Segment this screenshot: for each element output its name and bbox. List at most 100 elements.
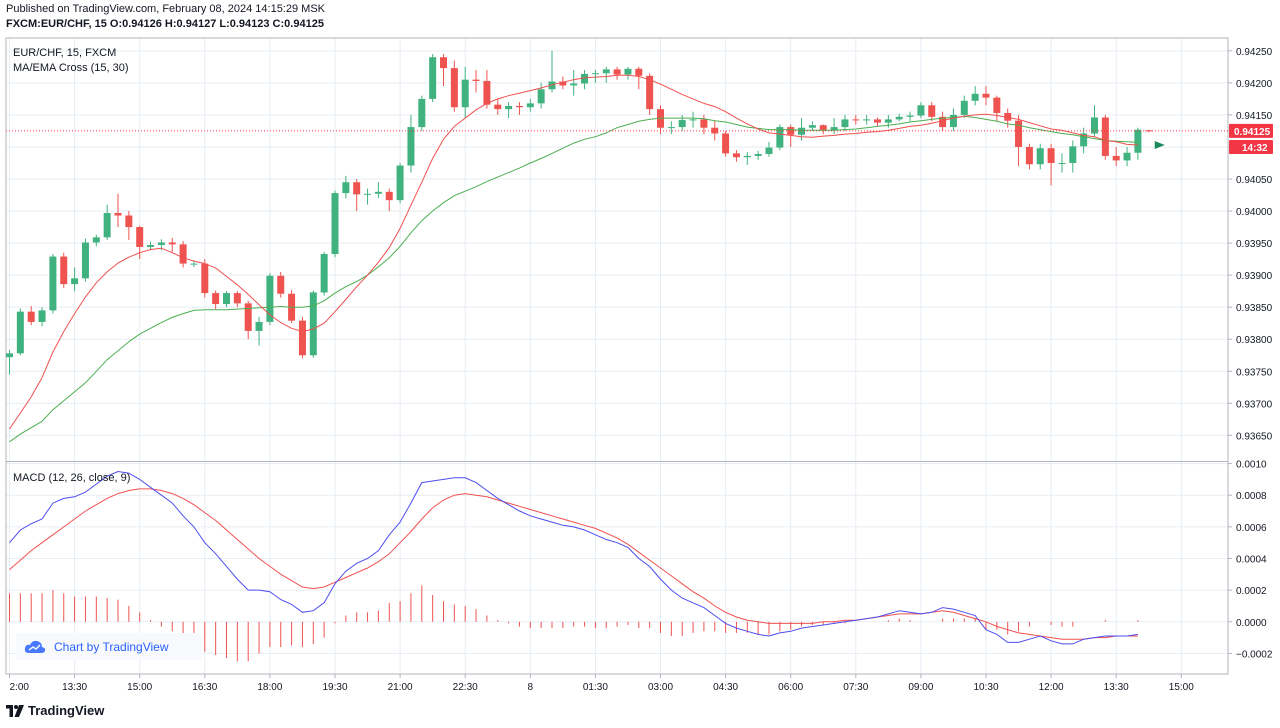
candle-body — [364, 193, 372, 195]
candle-body — [830, 127, 838, 131]
countdown-tag-label: 14:32 — [1242, 143, 1268, 154]
candle-body — [700, 119, 708, 128]
candle-body — [754, 154, 762, 156]
macd-axis[interactable]: 0.0010 0.0008 0.0006 0.0004 0.0002 0.0000 −0.0… — [1228, 460, 1273, 661]
time-axis-label: 13:30 — [1104, 682, 1129, 693]
time-axis-label: 01:30 — [583, 682, 608, 693]
candle-body — [928, 105, 936, 117]
price-axis-label: 0.93850 — [1236, 303, 1273, 314]
candle-body — [60, 256, 68, 285]
candle-body — [1145, 130, 1153, 132]
candle-body — [342, 182, 350, 194]
candle-body — [971, 93, 979, 101]
time-axis-label: 12:00 — [1039, 682, 1064, 693]
ma-lines — [9, 74, 1138, 443]
candle-body — [819, 125, 827, 131]
symbol-legend[interactable]: EUR/CHF, 15, FXCM — [13, 47, 116, 59]
candle-body — [103, 212, 111, 238]
time-axis-label: 22:30 — [453, 682, 478, 693]
candle-body — [667, 127, 675, 129]
candle-body — [602, 69, 610, 74]
published-line: Published on TradingView.com, February 0… — [6, 3, 325, 15]
candle-body — [331, 193, 339, 254]
time-axis[interactable]: 2:00 13:30 15:00 16:30 18:00 19:30 21:00 22:30 8… — [9, 674, 1195, 693]
time-axis-label: 16:30 — [192, 682, 217, 693]
candle-body — [624, 68, 632, 75]
time-axis-label: 07:30 — [843, 682, 868, 693]
candle-body — [1015, 120, 1023, 147]
candle-body — [494, 104, 502, 110]
macd-axis-label: 0.0006 — [1236, 523, 1267, 534]
candle-body — [1112, 155, 1120, 161]
macd-lines — [9, 470, 1138, 645]
candle-body — [591, 73, 599, 75]
candle-body — [1101, 117, 1109, 156]
time-axis-label: 10:30 — [973, 682, 998, 693]
candle-body — [1080, 133, 1088, 147]
candle-body — [483, 80, 491, 105]
flag-icon — [1154, 140, 1165, 149]
candle-body — [179, 244, 187, 264]
candle-body — [147, 245, 155, 247]
candle-body — [472, 79, 480, 81]
candle-body — [787, 127, 795, 135]
candle-body — [461, 79, 469, 108]
price-axis-label: 0.94150 — [1236, 111, 1273, 122]
symbol-ohlc-line: FXCM:EUR/CHF, 15 O:0.94126 H:0.94127 L:0… — [6, 18, 324, 30]
candle-body — [722, 133, 730, 154]
candle-body — [385, 191, 393, 201]
last-price-tag — [1229, 123, 1273, 138]
candle-body — [450, 68, 458, 108]
price-axis-label: 0.93800 — [1236, 335, 1273, 346]
candle-body — [949, 114, 957, 128]
candle-body — [808, 125, 816, 128]
candle-body — [917, 105, 925, 116]
candle-body — [418, 98, 426, 128]
price-axis[interactable]: 0.942500.942000.941500.941000.940500.940… — [1228, 47, 1273, 443]
time-axis-label: 19:30 — [322, 682, 347, 693]
time-axis-label: 8 — [528, 682, 534, 693]
candle-body — [515, 105, 523, 108]
candle-body — [266, 275, 274, 322]
price-axis-label: 0.94200 — [1236, 79, 1273, 90]
candle-body — [223, 293, 230, 304]
candle-body — [16, 311, 24, 354]
candle-body — [874, 119, 881, 123]
candle-body — [895, 116, 903, 120]
candle-body — [939, 116, 947, 128]
candle-body — [505, 105, 513, 110]
candles — [6, 50, 1153, 375]
candle-body — [353, 182, 361, 195]
macd-line — [9, 470, 1138, 645]
candle-body — [92, 237, 100, 243]
macd-axis-label: −0.0002 — [1236, 649, 1273, 660]
candle-body — [765, 147, 773, 155]
candle-body — [71, 278, 79, 285]
candle-body — [646, 75, 654, 110]
time-axis-label: 04:30 — [713, 682, 738, 693]
time-axis-label: 21:00 — [388, 682, 413, 693]
candle-body — [613, 69, 621, 75]
macd-legend[interactable]: MACD (12, 26, close, 9) — [13, 472, 130, 484]
candle-body — [201, 263, 209, 294]
macd-axis-label: 0.0002 — [1236, 586, 1267, 597]
time-axis-label: 03:00 — [648, 682, 673, 693]
candle-body — [1134, 129, 1142, 153]
candle-body — [6, 353, 13, 358]
tradingview-footer[interactable]: TradingView — [6, 703, 104, 718]
candle-body — [1069, 146, 1077, 163]
candle-body — [1123, 152, 1131, 161]
candle-body — [396, 165, 404, 201]
time-axis-label: 15:00 — [1169, 682, 1194, 693]
candle-body — [168, 242, 176, 245]
candle-body — [689, 119, 697, 121]
candle-body — [212, 293, 220, 304]
candle-body — [114, 212, 122, 216]
chart-by-tradingview-badge[interactable]: Chart by TradingView — [16, 633, 202, 660]
candle-body — [960, 100, 968, 115]
candle-body — [233, 293, 241, 304]
indicator-legend[interactable]: MA/EMA Cross (15, 30) — [13, 62, 129, 74]
price-axis-label: 0.94050 — [1236, 175, 1273, 186]
candle-body — [570, 83, 578, 86]
